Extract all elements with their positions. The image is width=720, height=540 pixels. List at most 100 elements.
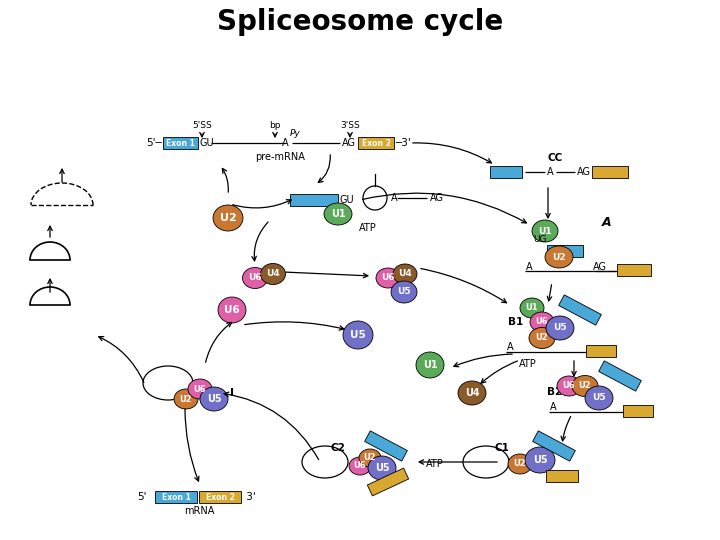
Bar bbox=[623, 405, 653, 417]
Text: Py: Py bbox=[290, 129, 301, 138]
Bar bbox=[586, 345, 616, 357]
Bar bbox=[199, 491, 241, 503]
Text: 3': 3' bbox=[243, 492, 256, 502]
Text: A: A bbox=[549, 402, 557, 412]
Text: mRNA: mRNA bbox=[184, 506, 214, 516]
Text: U5: U5 bbox=[397, 287, 411, 296]
Ellipse shape bbox=[530, 312, 554, 332]
Bar bbox=[546, 470, 578, 482]
Ellipse shape bbox=[572, 375, 598, 396]
Text: U6: U6 bbox=[354, 462, 366, 470]
Text: U6: U6 bbox=[248, 273, 262, 282]
Ellipse shape bbox=[243, 267, 268, 288]
Text: AG: AG bbox=[342, 138, 356, 148]
Ellipse shape bbox=[343, 321, 373, 349]
Text: U5: U5 bbox=[533, 455, 547, 465]
Text: UG: UG bbox=[534, 234, 547, 244]
Ellipse shape bbox=[557, 376, 581, 396]
Bar bbox=[547, 245, 583, 257]
Text: Exon 1: Exon 1 bbox=[166, 138, 195, 147]
Ellipse shape bbox=[458, 381, 486, 405]
Ellipse shape bbox=[188, 379, 212, 399]
Bar bbox=[163, 137, 198, 149]
Text: Exon 2: Exon 2 bbox=[361, 138, 390, 147]
Text: U2: U2 bbox=[364, 454, 377, 462]
Text: C1: C1 bbox=[495, 443, 510, 453]
Text: U2: U2 bbox=[579, 381, 591, 390]
Ellipse shape bbox=[525, 447, 555, 473]
Text: U6: U6 bbox=[536, 318, 549, 327]
Text: U1: U1 bbox=[526, 303, 539, 313]
Bar bbox=[598, 361, 642, 391]
Text: U5: U5 bbox=[207, 394, 221, 404]
Text: ATP: ATP bbox=[519, 359, 537, 369]
Text: Exon 1: Exon 1 bbox=[161, 492, 190, 502]
Bar bbox=[364, 431, 408, 461]
Ellipse shape bbox=[349, 457, 371, 475]
Text: AG: AG bbox=[593, 262, 607, 272]
Text: CC: CC bbox=[547, 153, 562, 163]
Ellipse shape bbox=[532, 220, 558, 242]
Text: Spliceosome cycle: Spliceosome cycle bbox=[217, 8, 503, 36]
Text: A: A bbox=[391, 193, 397, 203]
Text: A: A bbox=[526, 262, 532, 272]
Text: U6: U6 bbox=[194, 384, 207, 394]
Ellipse shape bbox=[218, 297, 246, 323]
Ellipse shape bbox=[324, 203, 352, 225]
Text: AG: AG bbox=[577, 167, 591, 177]
Text: AG: AG bbox=[430, 193, 444, 203]
Bar bbox=[617, 264, 651, 276]
Text: U6: U6 bbox=[381, 273, 395, 282]
Text: U5: U5 bbox=[592, 394, 606, 402]
Text: U2: U2 bbox=[536, 334, 549, 342]
Text: 5'─: 5'─ bbox=[146, 138, 162, 148]
Ellipse shape bbox=[393, 264, 417, 284]
Bar bbox=[490, 166, 522, 178]
Text: C2: C2 bbox=[330, 443, 346, 453]
Text: A: A bbox=[282, 138, 288, 148]
Ellipse shape bbox=[416, 352, 444, 378]
Bar bbox=[592, 166, 628, 178]
Text: bp: bp bbox=[269, 120, 281, 130]
Ellipse shape bbox=[545, 246, 573, 268]
Text: B1: B1 bbox=[508, 317, 523, 327]
Text: 5'SS: 5'SS bbox=[192, 120, 212, 130]
Text: ─3': ─3' bbox=[395, 138, 410, 148]
Ellipse shape bbox=[359, 449, 381, 467]
Text: 3'SS: 3'SS bbox=[340, 120, 360, 130]
Text: 5': 5' bbox=[138, 492, 147, 502]
Text: U6: U6 bbox=[224, 305, 240, 315]
Text: GU: GU bbox=[199, 138, 214, 148]
Text: U2: U2 bbox=[220, 213, 236, 223]
Bar bbox=[367, 468, 409, 496]
Ellipse shape bbox=[174, 389, 198, 409]
Text: U5: U5 bbox=[553, 323, 567, 333]
Text: U6: U6 bbox=[563, 381, 575, 390]
Text: pre-mRNA: pre-mRNA bbox=[255, 152, 305, 162]
Ellipse shape bbox=[368, 456, 396, 480]
Text: GU: GU bbox=[340, 195, 355, 205]
Ellipse shape bbox=[529, 327, 555, 348]
Ellipse shape bbox=[391, 281, 417, 303]
Ellipse shape bbox=[520, 298, 544, 318]
Text: U4: U4 bbox=[398, 269, 412, 279]
Text: U1: U1 bbox=[330, 209, 346, 219]
Text: ATP: ATP bbox=[426, 459, 444, 469]
Bar bbox=[559, 295, 601, 325]
Text: U1: U1 bbox=[538, 226, 552, 235]
Text: U4: U4 bbox=[266, 269, 280, 279]
Ellipse shape bbox=[213, 205, 243, 231]
Ellipse shape bbox=[508, 454, 532, 474]
Text: U5: U5 bbox=[374, 463, 390, 473]
Bar bbox=[358, 137, 394, 149]
Bar bbox=[155, 491, 197, 503]
Ellipse shape bbox=[585, 386, 613, 410]
Text: U2: U2 bbox=[552, 253, 566, 261]
Text: ATP: ATP bbox=[359, 223, 377, 233]
Text: B2: B2 bbox=[547, 387, 562, 397]
Ellipse shape bbox=[200, 387, 228, 411]
Text: U5: U5 bbox=[350, 330, 366, 340]
Text: U2: U2 bbox=[513, 460, 526, 469]
Text: U1: U1 bbox=[423, 360, 437, 370]
Text: U2: U2 bbox=[180, 395, 192, 403]
